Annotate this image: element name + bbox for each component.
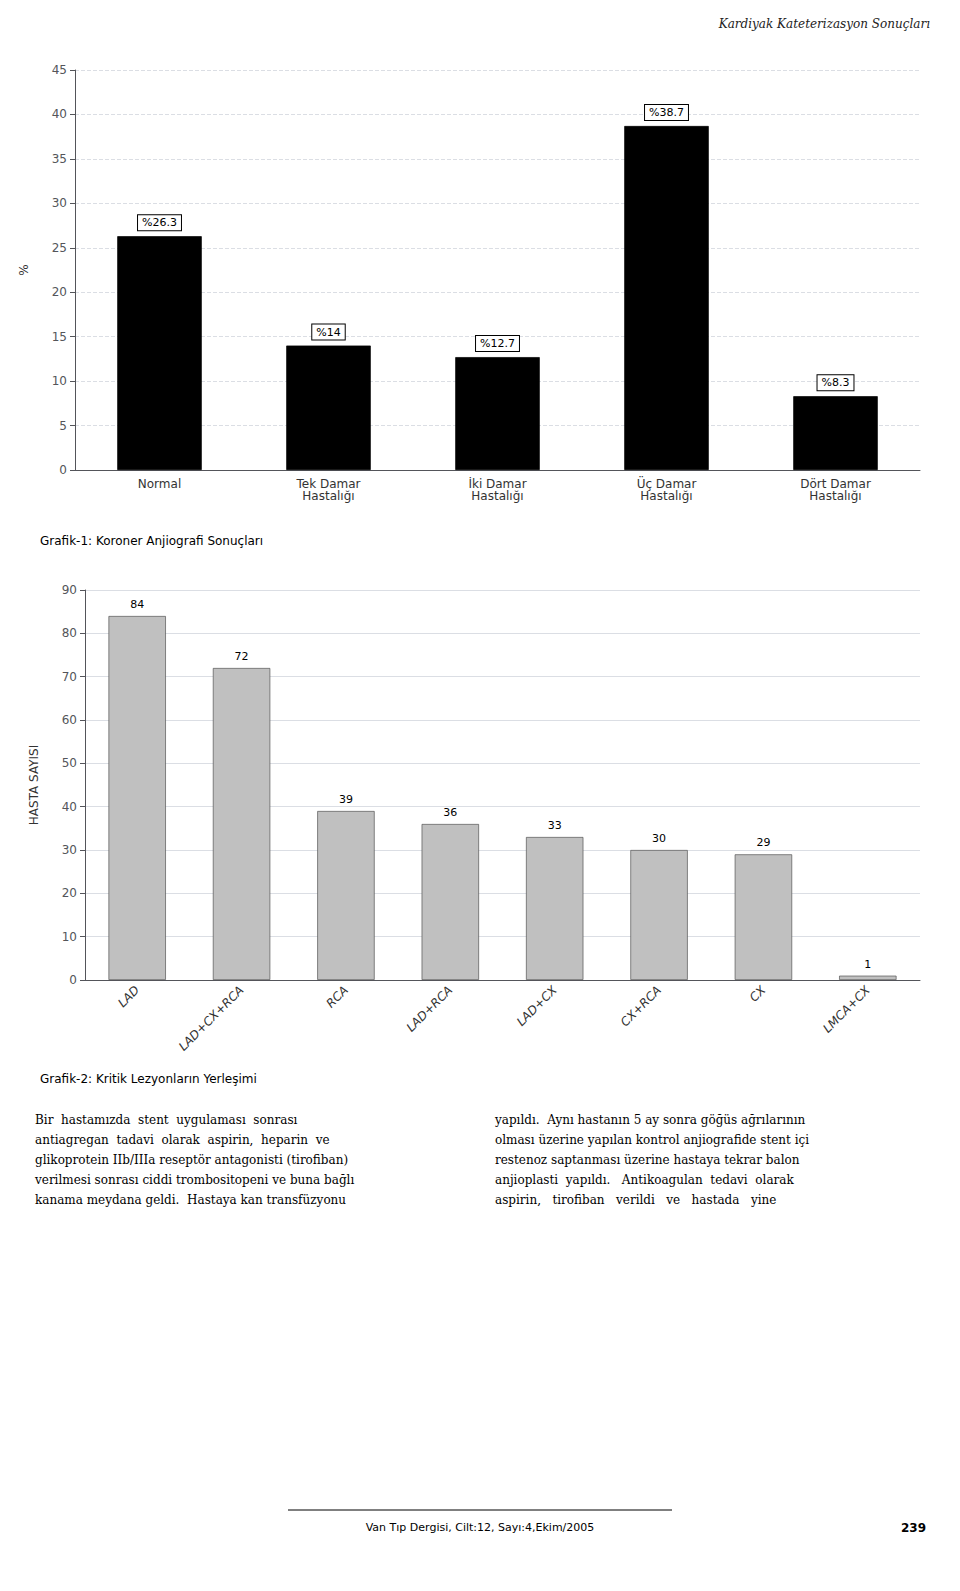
svg-text:HASTA SAYISI: HASTA SAYISI (27, 745, 41, 825)
svg-text:İki Damar: İki Damar (468, 477, 527, 491)
svg-text:Hastalığı: Hastalığı (302, 489, 354, 503)
svg-text:40: 40 (52, 107, 67, 121)
svg-text:Hastalığı: Hastalığı (809, 489, 861, 503)
svg-text:Kardiyak Kateterizasyon Sonuçl: Kardiyak Kateterizasyon Sonuçları (718, 17, 930, 31)
svg-text:90: 90 (62, 583, 77, 597)
svg-text:29: 29 (756, 836, 770, 849)
svg-text:%: % (17, 264, 31, 275)
svg-text:0: 0 (59, 463, 67, 477)
svg-text:%38.7: %38.7 (649, 106, 684, 119)
svg-text:35: 35 (52, 152, 67, 166)
svg-text:Bir hastamızda stent uygula: Bir hastamızda stent uygulaması sonrası (35, 1113, 298, 1127)
svg-text:CX+RCA: CX+RCA (618, 983, 664, 1029)
svg-text:80: 80 (62, 626, 77, 640)
svg-text:40: 40 (62, 800, 77, 814)
svg-text:Van Tıp Dergisi, Cilt:12, Sayı: Van Tıp Dergisi, Cilt:12, Sayı:4,Ekim/20… (366, 1521, 595, 1534)
svg-text:Grafik-2: Kritik Lezyonların Y: Grafik-2: Kritik Lezyonların Yerleşimi (40, 1072, 257, 1086)
svg-text:verilmesi sonrası ciddi trombo: verilmesi sonrası ciddi trombositopeni v… (34, 1173, 354, 1187)
svg-text:Dört Damar: Dört Damar (800, 477, 871, 491)
svg-text:39: 39 (339, 793, 353, 806)
svg-text:%12.7: %12.7 (480, 337, 515, 350)
svg-text:239: 239 (901, 1521, 926, 1535)
svg-text:72: 72 (235, 650, 249, 663)
svg-text:anjioplasti yapıldı. Antiko: anjioplasti yapıldı. Antikoagulan tedavi… (495, 1173, 794, 1187)
svg-text:30: 30 (652, 832, 666, 845)
svg-text:LAD: LAD (115, 983, 142, 1010)
svg-text:CX: CX (747, 982, 769, 1004)
svg-text:20: 20 (52, 285, 67, 299)
svg-text:%14: %14 (316, 326, 340, 339)
svg-text:RCA: RCA (323, 983, 351, 1011)
svg-text:10: 10 (62, 930, 77, 944)
svg-text:Hastalığı: Hastalığı (471, 489, 523, 503)
svg-text:Normal: Normal (138, 477, 181, 491)
svg-text:60: 60 (62, 713, 77, 727)
svg-text:30: 30 (62, 843, 77, 857)
svg-text:50: 50 (62, 756, 77, 770)
svg-text:33: 33 (548, 819, 562, 832)
svg-text:kanama meydana geldi. Hastaya: kanama meydana geldi. Hastaya kan transf… (35, 1193, 346, 1207)
svg-text:Üç Damar: Üç Damar (636, 477, 697, 491)
svg-text:1: 1 (864, 958, 871, 971)
svg-text:olması üzerine yapılan kontrol: olması üzerine yapılan kontrol anjiograf… (495, 1133, 809, 1147)
svg-text:Grafik-1: Koroner Anjiografi S: Grafik-1: Koroner Anjiografi Sonuçları (40, 534, 263, 548)
svg-text:%26.3: %26.3 (142, 216, 177, 229)
svg-text:Hastalığı: Hastalığı (640, 489, 692, 503)
svg-text:10: 10 (52, 374, 67, 388)
svg-text:25: 25 (52, 241, 67, 255)
svg-text:aspirin, tirofiban verildi: aspirin, tirofiban verildi ve hastada yi… (495, 1193, 776, 1207)
svg-text:antiagregan tadavi olarak a: antiagregan tadavi olarak aspirin, hepar… (35, 1133, 330, 1147)
svg-text:LAD+CX: LAD+CX (514, 982, 560, 1028)
svg-text:LAD+CX+RCA: LAD+CX+RCA (176, 983, 246, 1053)
svg-text:70: 70 (62, 670, 77, 684)
svg-text:36: 36 (443, 806, 457, 819)
svg-text:30: 30 (52, 196, 67, 210)
svg-text:5: 5 (59, 419, 67, 433)
svg-text:20: 20 (62, 886, 77, 900)
svg-text:%8.3: %8.3 (822, 376, 850, 389)
svg-text:0: 0 (69, 973, 77, 987)
svg-text:LMCA+CX: LMCA+CX (820, 982, 873, 1035)
svg-text:glikoprotein IIb/IIIa reseptör: glikoprotein IIb/IIIa reseptör antagonis… (35, 1153, 348, 1167)
svg-text:yapıldı. Aynı hastanın 5 ay s: yapıldı. Aynı hastanın 5 ay sonra göğüs … (494, 1113, 806, 1127)
svg-text:LAD+RCA: LAD+RCA (404, 983, 456, 1035)
svg-text:45: 45 (52, 63, 67, 77)
svg-text:Tek Damar: Tek Damar (296, 477, 361, 491)
svg-text:restenoz saptanması üzerine ha: restenoz saptanması üzerine hastaya tekr… (495, 1153, 800, 1167)
svg-text:84: 84 (130, 598, 144, 611)
svg-text:15: 15 (52, 330, 67, 344)
